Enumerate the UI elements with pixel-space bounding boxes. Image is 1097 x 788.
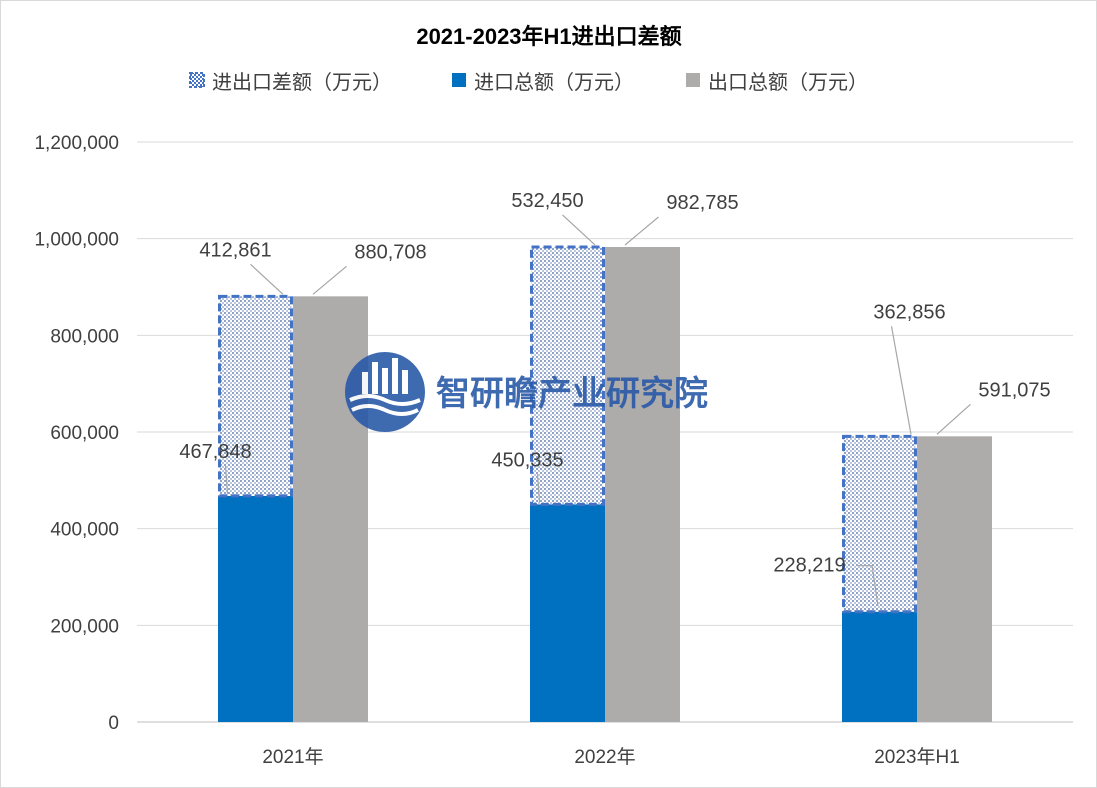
y-tick-label: 800,000 — [50, 326, 119, 347]
y-axis-ticks: 0 200,000 400,000 600,000 800,000 1,000,000 1,… — [34, 133, 119, 734]
diff-bar — [842, 434, 917, 614]
diff-data-label: 532,450 — [511, 190, 583, 212]
diff-bar — [218, 294, 293, 498]
y-tick-label: 0 — [108, 713, 119, 734]
export-bar — [605, 246, 680, 722]
export-data-label: 982,785 — [666, 192, 738, 214]
import-bar — [530, 504, 605, 722]
leader-line — [936, 403, 971, 435]
export-bar — [917, 436, 992, 722]
export-data-label: 591,075 — [978, 379, 1050, 401]
chart-title: 2021-2023年H1进出口差额 — [416, 24, 681, 49]
import-bar — [218, 495, 293, 722]
leader-line — [312, 265, 347, 295]
leader-line — [890, 326, 912, 435]
x-tick-label: 2023年H1 — [874, 746, 960, 768]
leader-line — [562, 214, 596, 246]
watermark-text: 智研瞻产业研究院 — [436, 374, 708, 414]
diff-bar — [530, 245, 605, 506]
leader-line — [536, 474, 541, 503]
x-tick-label: 2022年 — [574, 746, 635, 768]
data-labels: 467,848 412,861 880,708 450,335 532,450 982,7… — [179, 190, 1050, 577]
import-data-label: 467,848 — [179, 441, 251, 463]
x-axis-ticks: 2021年 2022年 2023年H1 — [262, 746, 959, 768]
diff-data-label: 362,856 — [873, 301, 945, 323]
y-tick-label: 400,000 — [50, 520, 119, 541]
y-tick-label: 600,000 — [50, 423, 119, 444]
import-data-label: 450,335 — [491, 449, 563, 471]
leader-line — [224, 465, 229, 494]
export-data-label: 880,708 — [354, 241, 426, 263]
legend-swatch-export — [686, 73, 700, 87]
leader-line — [857, 565, 879, 606]
legend-label-export: 出口总额（万元） — [708, 70, 868, 94]
import-bar — [842, 611, 917, 722]
leader-lines — [224, 214, 971, 606]
y-tick-label: 200,000 — [50, 616, 119, 637]
y-tick-label: 1,000,000 — [34, 230, 119, 251]
x-tick-label: 2021年 — [262, 746, 323, 768]
legend-swatch-diff — [189, 72, 205, 88]
legend-label-import: 进口总额（万元） — [474, 70, 634, 94]
export-bar — [293, 296, 368, 722]
legend-swatch-import — [452, 73, 466, 87]
watermark: 智研瞻产业研究院 — [345, 352, 708, 432]
leader-line — [624, 216, 659, 246]
diff-data-label: 412,861 — [199, 239, 271, 261]
legend-label-diff: 进出口差额（万元） — [212, 70, 392, 94]
city-wave-logo-icon — [345, 352, 425, 432]
leader-line — [250, 263, 284, 295]
import-data-label: 228,219 — [773, 555, 845, 577]
bars — [218, 245, 992, 722]
y-tick-label: 1,200,000 — [34, 133, 119, 154]
legend: 进出口差额（万元） 进口总额（万元） 出口总额（万元） — [189, 70, 868, 94]
